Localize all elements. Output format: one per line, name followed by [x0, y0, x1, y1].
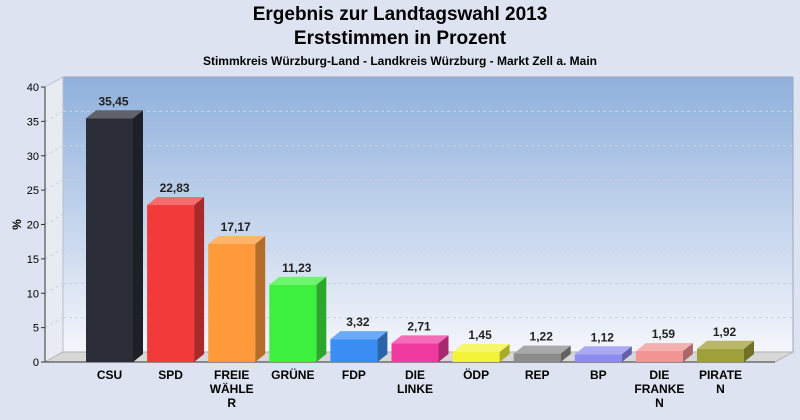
bar-die-linke: [391, 335, 449, 362]
bar-fdp: [330, 331, 388, 362]
bar-side: [438, 335, 449, 362]
bar-top: [147, 197, 205, 206]
x-tick-label: FDP: [342, 368, 366, 382]
x-tick-label-line: GRÜNE: [271, 367, 314, 382]
data-label: 1,59: [652, 327, 676, 341]
data-label: 2,71: [407, 319, 431, 333]
x-tick-label-line: REP: [525, 368, 550, 382]
bar-front: [147, 205, 195, 362]
bar-top: [330, 331, 388, 340]
x-tick-label: ÖDP: [463, 367, 489, 382]
bar-front: [330, 339, 378, 362]
bar-top: [86, 110, 143, 119]
bar-front: [574, 354, 622, 362]
data-label: 3,32: [346, 315, 370, 329]
y-tick-label: 10: [27, 288, 39, 300]
bar-freie-wähler: [208, 235, 266, 362]
bar-grüne: [269, 276, 327, 362]
x-tick-label-line: FDP: [342, 368, 366, 382]
bar-side: [682, 343, 693, 362]
bar-die-franken: [635, 343, 693, 362]
y-tick-label: 25: [27, 185, 39, 197]
bar-front: [86, 118, 133, 362]
data-label: 1,45: [468, 328, 492, 342]
bar-front: [391, 343, 439, 362]
bar-side: [316, 276, 327, 362]
bar-top: [635, 343, 693, 352]
y-tick-label: 30: [27, 151, 39, 163]
bar-csu: [86, 110, 143, 362]
bar-top: [452, 344, 510, 353]
bar-spd: [147, 197, 205, 362]
x-tick-label-line: DIE: [649, 368, 669, 382]
x-tick-label: CSU: [97, 368, 122, 382]
x-tick-label: FREIE WÄHLE R: [210, 368, 254, 410]
y-tick-label: 40: [27, 82, 39, 94]
x-tick-label: REP: [525, 368, 550, 382]
bar-bp: [574, 346, 632, 362]
bar-top: [574, 346, 632, 355]
bar-side: [133, 110, 143, 362]
bar-top: [208, 235, 266, 244]
data-label: 1,12: [591, 330, 615, 344]
chart-title: Ergebnis zur Landtagswahl 2013: [252, 4, 548, 25]
bar-front: [208, 243, 256, 362]
bar-front: [635, 351, 683, 362]
x-tick-label-line: WÄHLE: [210, 381, 254, 396]
chart-caption: Stimmkreis Würzburg-Land - Landkreis Wür…: [202, 54, 598, 68]
bar-side: [377, 331, 388, 362]
x-tick-label-line: ÖDP: [463, 367, 489, 382]
bar-top: [513, 345, 571, 354]
x-tick-label-line: R: [227, 396, 236, 410]
bar-top: [269, 276, 327, 285]
bar-side: [744, 340, 754, 362]
bar-front: [513, 353, 561, 362]
x-tick-label: DIE FRANKE N: [634, 368, 684, 410]
y-tick-label: 0: [33, 357, 39, 369]
x-tick-label-line: N: [655, 396, 664, 410]
bar-front: [269, 284, 317, 362]
data-label: 1,22: [530, 330, 554, 344]
data-label: 17,17: [221, 220, 251, 234]
y-axis-label: %: [10, 219, 24, 230]
bar-side: [194, 197, 205, 362]
x-tick-label-line: FRANKE: [634, 382, 684, 396]
bar-ödp: [452, 344, 510, 362]
chart-subtitle: Erststimmen in Prozent: [293, 28, 507, 49]
x-tick-label: GRÜNE: [271, 367, 314, 382]
data-label: 11,23: [282, 261, 312, 275]
x-tick-label-line: FREIE: [214, 368, 249, 382]
data-label: 22,83: [160, 181, 190, 195]
x-tick-label: SPD: [158, 368, 183, 382]
x-tick-label-line: LINKE: [397, 382, 433, 396]
x-tick-label: BP: [590, 368, 607, 382]
bar-side: [621, 346, 632, 362]
bar-top: [391, 335, 449, 344]
x-tick-label-line: BP: [590, 368, 607, 382]
bar-side: [560, 345, 571, 362]
data-label: 1,92: [713, 325, 737, 339]
bar-rep: [513, 345, 571, 362]
x-tick-label-line: DIE: [405, 368, 425, 382]
plot-side-wall: [44, 76, 64, 363]
bar-piraten: [697, 340, 754, 362]
y-tick-label: 35: [27, 116, 39, 128]
x-tick-label: PIRATE N: [699, 368, 742, 396]
x-tick-label-line: SPD: [158, 368, 183, 382]
data-label: 35,45: [98, 94, 128, 108]
bar-side: [499, 344, 510, 362]
y-tick-label: 20: [27, 220, 39, 232]
bar-top: [697, 340, 754, 349]
x-tick-label-line: PIRATE: [699, 368, 742, 382]
x-tick-label: DIE LINKE: [397, 368, 433, 396]
y-tick-label: 5: [33, 323, 39, 335]
bar-front: [697, 348, 744, 362]
bar-front: [452, 352, 500, 362]
y-tick-label: 15: [27, 254, 39, 266]
x-tick-label-line: CSU: [97, 368, 122, 382]
bar-side: [255, 235, 266, 362]
x-tick-label-line: N: [716, 382, 725, 396]
